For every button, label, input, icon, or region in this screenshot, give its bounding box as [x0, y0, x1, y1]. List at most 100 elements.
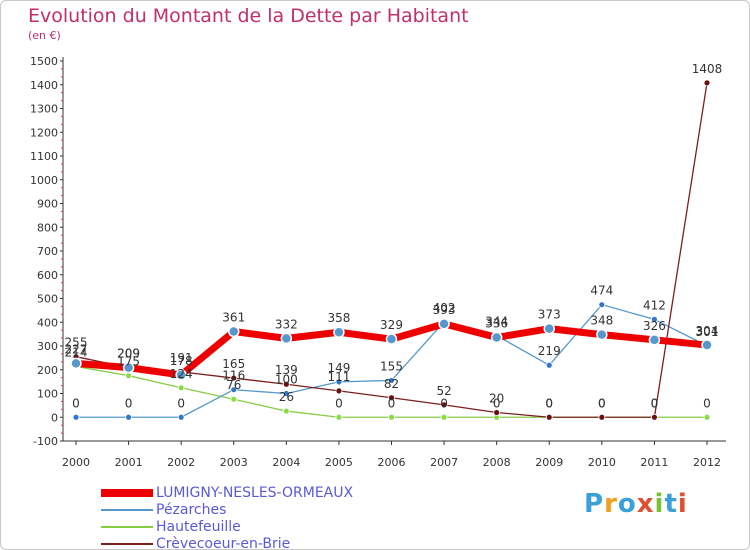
data-label: 332 — [275, 317, 298, 331]
logo-letter: o — [617, 489, 637, 519]
data-label: 139 — [275, 363, 298, 377]
data-label: 124 — [170, 367, 193, 381]
data-label: 149 — [327, 361, 350, 375]
data-label: 0 — [72, 396, 80, 410]
data-label: 100 — [275, 373, 298, 387]
data-point — [230, 374, 238, 382]
data-label: 209 — [117, 347, 140, 361]
x-tick-label: 2003 — [220, 456, 248, 469]
x-tick-label: 2012 — [693, 456, 721, 469]
logo-letter: i — [654, 489, 665, 519]
x-tick-label: 2008 — [483, 456, 511, 469]
y-tick-label: 1000 — [30, 174, 58, 187]
data-label: 0 — [598, 396, 606, 410]
data-point — [72, 413, 80, 421]
data-label: 20 — [489, 392, 504, 406]
x-tick-label: 2010 — [588, 456, 616, 469]
data-point — [335, 413, 343, 421]
x-tick-label: 2007 — [430, 456, 458, 469]
data-point — [596, 328, 608, 341]
data-label: 178 — [170, 354, 193, 368]
data-point — [335, 387, 343, 395]
data-point — [701, 339, 713, 351]
legend-label: LUMIGNY-NESLES-ORMEAUX — [156, 485, 354, 501]
logo-letter: i — [677, 489, 688, 519]
data-label: 52 — [436, 384, 451, 398]
data-point — [648, 334, 661, 346]
y-tick-label: 800 — [37, 221, 58, 234]
data-label: 393 — [433, 303, 456, 317]
data-label: 402 — [433, 301, 456, 315]
data-point — [70, 357, 82, 370]
data-point — [440, 413, 448, 421]
data-label: 0 — [388, 396, 396, 410]
y-tick-label: 1200 — [30, 126, 58, 139]
data-point — [651, 315, 658, 323]
data-label: 0 — [440, 396, 448, 410]
data-point — [703, 413, 711, 421]
proxiti-logo: Proxiti — [584, 489, 688, 519]
data-point — [545, 413, 553, 421]
data-point — [598, 301, 606, 309]
data-label: 329 — [380, 318, 403, 332]
logo-letter: t — [664, 489, 678, 519]
data-point — [335, 378, 343, 386]
logo-letter: r — [604, 489, 618, 519]
data-label: 116 — [222, 369, 245, 383]
data-label: 336 — [485, 316, 508, 330]
data-point — [282, 390, 290, 397]
x-tick-label: 2002 — [167, 456, 195, 469]
y-tick-label: -100 — [33, 435, 58, 448]
x-tick-label: 2011 — [640, 456, 668, 469]
x-tick-label: 2001 — [115, 456, 143, 469]
data-label: 0 — [125, 396, 133, 410]
data-label: 0 — [493, 396, 501, 410]
data-label: 255 — [65, 336, 88, 350]
data-label: 0 — [651, 396, 659, 410]
data-label: 358 — [327, 311, 350, 325]
data-point — [598, 413, 606, 421]
data-point — [388, 413, 395, 421]
y-tick-label: 1300 — [30, 103, 58, 116]
data-point — [230, 386, 238, 394]
y-tick-label: 200 — [37, 364, 58, 377]
data-label: 0 — [545, 396, 553, 410]
data-label: 412 — [643, 298, 666, 312]
x-tick-label: 2000 — [62, 456, 90, 469]
data-point — [385, 333, 398, 345]
data-label: 111 — [327, 370, 350, 384]
data-point — [490, 331, 503, 344]
data-label: 474 — [590, 284, 613, 298]
chart-title: Evolution du Montant de la Dette par Hab… — [28, 5, 469, 27]
data-point — [175, 369, 187, 381]
data-label: 0 — [177, 396, 185, 410]
data-point — [280, 332, 293, 345]
legend-swatch — [101, 489, 153, 497]
data-label: 214 — [65, 345, 88, 359]
data-label: 155 — [380, 359, 403, 373]
data-label: 0 — [598, 396, 606, 410]
y-tick-label: 900 — [37, 198, 58, 211]
data-point — [543, 322, 555, 335]
data-label: 0 — [703, 396, 711, 410]
data-point — [282, 407, 290, 415]
y-tick-label: 600 — [37, 269, 58, 282]
x-tick-label: 2004 — [272, 456, 300, 469]
legend-label: Pézarches — [156, 502, 227, 518]
data-label: 0 — [545, 396, 553, 410]
data-point — [228, 325, 240, 338]
logo-letter: x — [636, 489, 655, 519]
legend-swatch — [101, 509, 153, 511]
data-label: 1408 — [692, 62, 723, 76]
data-point — [545, 361, 553, 369]
data-label: 82 — [384, 377, 399, 391]
data-label: 219 — [538, 344, 561, 358]
data-point — [651, 413, 658, 421]
legend-swatch — [101, 543, 153, 545]
data-point — [440, 401, 448, 409]
legend-label: Crèvecoeur-en-Brie — [156, 536, 291, 550]
data-point — [333, 326, 345, 338]
y-tick-label: 400 — [37, 316, 58, 329]
